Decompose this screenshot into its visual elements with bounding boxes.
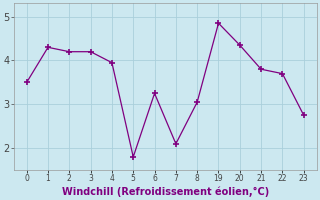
X-axis label: Windchill (Refroidissement éolien,°C): Windchill (Refroidissement éolien,°C) [61,186,269,197]
